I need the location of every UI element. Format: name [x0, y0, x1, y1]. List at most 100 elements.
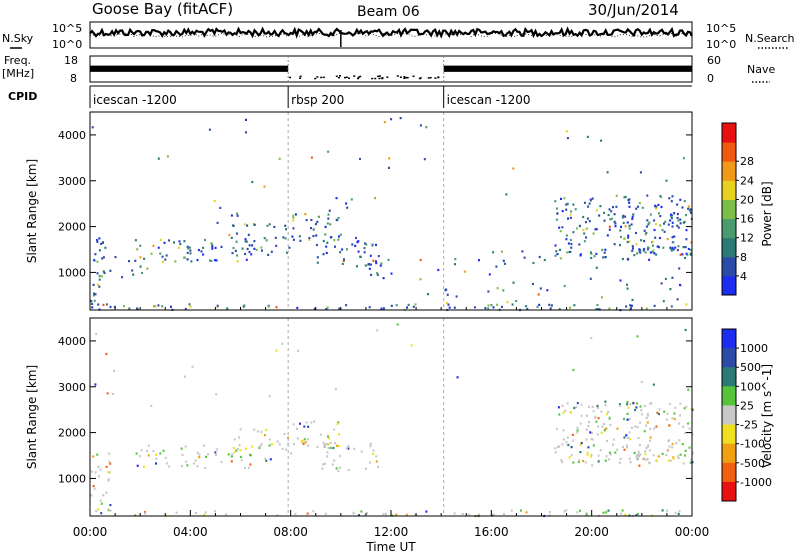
range-cell — [612, 206, 614, 209]
range-cell — [570, 446, 573, 449]
range-cell — [558, 308, 561, 311]
range-cell — [654, 207, 657, 210]
range-cell — [251, 244, 254, 247]
range-cell — [251, 445, 253, 448]
range-cell — [108, 471, 111, 474]
range-cell — [258, 446, 261, 449]
range-cell — [652, 454, 655, 457]
frequency-unit: [MHz] — [2, 67, 34, 80]
range-cell — [579, 254, 582, 257]
range-cell — [606, 439, 608, 443]
range-cell — [606, 234, 609, 237]
range-cell — [382, 512, 385, 516]
range-cell — [147, 444, 150, 447]
range-cell — [653, 219, 656, 222]
colorbar-swatch — [722, 199, 736, 220]
range-cell — [604, 400, 607, 403]
freq-dot — [378, 77, 381, 80]
range-cell — [143, 465, 145, 468]
range-cell — [347, 445, 350, 448]
range-cell — [249, 454, 252, 457]
cpid-segment-label-2: icescan -1200 — [447, 93, 531, 107]
range-cell — [175, 511, 178, 514]
range-cell — [608, 228, 611, 231]
range-cell — [648, 258, 651, 261]
range-cell — [184, 375, 186, 378]
range-cell — [621, 445, 624, 449]
range-cell — [520, 509, 522, 512]
frequency-trace — [90, 56, 692, 82]
range-cell — [628, 224, 631, 227]
range-cell — [90, 494, 93, 497]
range-cell — [108, 460, 111, 463]
range-cell — [260, 430, 263, 434]
range-cell — [245, 240, 248, 243]
range-cell — [567, 217, 569, 220]
noise-panel: N.Sky 10^5 10^0 10^5 10^0 N.Search — [2, 21, 795, 51]
range-cell — [502, 259, 505, 262]
range-cell — [425, 126, 428, 129]
colorbar-swatch — [722, 462, 736, 483]
range-cell — [377, 255, 380, 258]
range-cell — [98, 249, 101, 252]
range-cell — [600, 410, 603, 413]
range-cell — [630, 307, 632, 310]
range-cell — [91, 306, 94, 309]
range-cell — [461, 512, 464, 515]
range-cell — [326, 222, 329, 225]
range-cell — [595, 266, 598, 269]
range-cell — [625, 434, 628, 437]
range-cell — [98, 475, 101, 478]
range-cell — [619, 457, 622, 460]
range-cell — [676, 248, 679, 252]
range-cell — [597, 460, 600, 463]
range-cell — [612, 443, 614, 446]
range-cell — [285, 448, 288, 451]
range-cell — [565, 130, 568, 133]
range-cell — [492, 513, 495, 516]
range-cell — [690, 458, 693, 461]
range-cell — [263, 185, 266, 188]
range-cell — [243, 304, 246, 307]
range-cell — [604, 404, 607, 407]
range-cell — [568, 456, 571, 459]
range-cell — [337, 444, 340, 448]
range-cell — [247, 466, 250, 469]
range-cell — [109, 269, 112, 272]
range-cell — [353, 447, 356, 450]
range-cell — [105, 303, 108, 306]
range-cell — [565, 234, 568, 237]
range-cell — [616, 448, 619, 451]
range-cell — [329, 223, 332, 226]
range-cell — [609, 424, 612, 427]
freq-dot — [359, 75, 362, 78]
range-cell — [608, 307, 611, 310]
range-cell — [628, 457, 631, 460]
range-cell — [260, 246, 263, 249]
range-cell — [583, 232, 586, 235]
range-cell — [336, 422, 339, 425]
range-cell — [228, 233, 231, 237]
range-cell — [648, 221, 651, 224]
range-cell — [241, 247, 244, 250]
range-cell — [92, 294, 95, 297]
range-cell — [691, 452, 694, 455]
range-cell — [676, 203, 679, 206]
noise-search-line — [89, 32, 693, 38]
range-cell — [317, 215, 320, 218]
range-cell — [561, 461, 564, 464]
range-cell — [589, 431, 592, 434]
range-cell — [647, 223, 650, 226]
range-cell — [628, 431, 631, 434]
colorbar-tick-label: 12 — [740, 232, 754, 245]
range-cell — [189, 252, 192, 255]
range-cell — [669, 459, 672, 462]
range-cell — [467, 513, 470, 516]
range-cell — [619, 229, 622, 232]
range-cell — [446, 293, 449, 296]
range-cell — [584, 461, 587, 464]
range-cell — [492, 306, 495, 309]
freq-dot — [299, 77, 302, 79]
range-cell — [358, 514, 360, 517]
range-cell — [487, 304, 490, 307]
